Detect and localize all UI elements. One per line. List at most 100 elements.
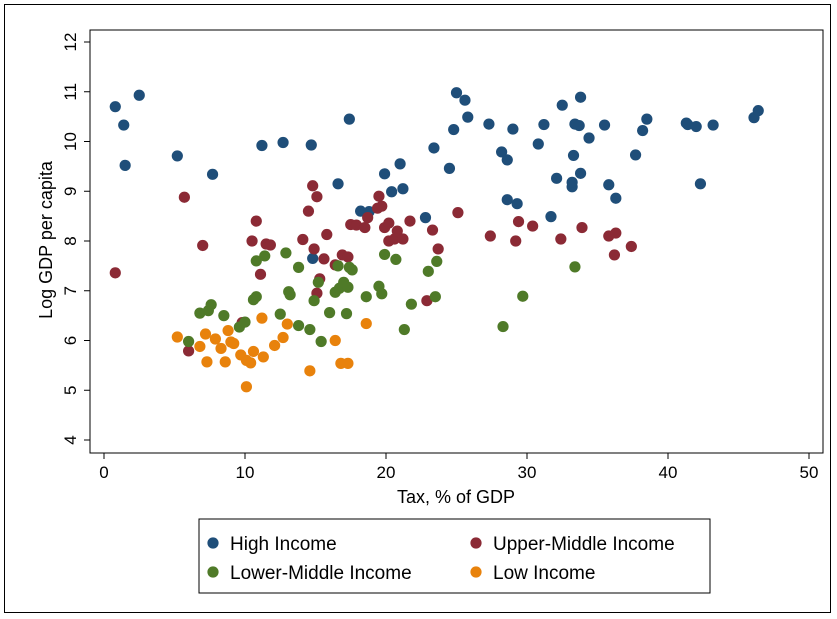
data-point	[274, 308, 286, 320]
data-point	[707, 119, 719, 131]
data-point	[496, 146, 508, 158]
data-point	[610, 192, 622, 204]
data-point	[452, 207, 464, 219]
data-point	[583, 132, 595, 144]
data-point	[462, 111, 474, 123]
data-point	[501, 154, 513, 166]
data-point	[302, 205, 315, 217]
data-point	[567, 149, 580, 162]
data-point	[629, 149, 642, 161]
data-point	[194, 307, 206, 319]
data-point	[332, 260, 344, 272]
data-point	[256, 139, 268, 152]
data-point	[501, 194, 513, 206]
data-point	[280, 247, 292, 259]
data-point	[527, 220, 539, 232]
data-point	[431, 255, 443, 267]
data-point	[574, 167, 587, 179]
data-point	[459, 94, 471, 106]
data-point	[569, 261, 581, 273]
data-point	[308, 295, 320, 307]
data-point	[690, 120, 702, 133]
data-point	[432, 243, 444, 255]
data-point	[397, 183, 409, 195]
data-point	[281, 318, 293, 330]
data-point	[359, 221, 371, 234]
data-point	[109, 267, 121, 279]
data-point	[194, 340, 206, 353]
data-point	[555, 233, 567, 245]
data-points	[109, 87, 764, 393]
data-point	[428, 142, 440, 154]
y-tick-label: 8	[61, 236, 80, 245]
data-point	[390, 253, 402, 266]
x-tick-label: 30	[518, 463, 537, 482]
data-point	[511, 198, 523, 210]
series-lower-middle-income	[183, 247, 581, 348]
data-point	[682, 118, 694, 131]
data-point	[109, 101, 121, 113]
series-high-income	[109, 87, 764, 265]
y-axis-title: Log GDP per capita	[36, 160, 56, 319]
data-point	[532, 138, 544, 150]
y-axis: 4 5 6 7 8 9 10 11 12	[61, 33, 90, 445]
data-point	[133, 89, 145, 101]
data-point	[362, 212, 374, 224]
data-point	[329, 334, 341, 347]
data-point	[307, 252, 319, 265]
data-point	[383, 217, 395, 229]
data-point	[551, 172, 563, 184]
data-point	[311, 191, 323, 203]
data-point	[355, 205, 367, 217]
data-point	[512, 215, 525, 228]
data-point	[360, 291, 372, 303]
data-point	[598, 119, 611, 131]
legend-label: Upper-Middle Income	[493, 534, 675, 555]
data-point	[443, 162, 456, 174]
data-point	[378, 168, 391, 180]
data-point	[350, 219, 362, 231]
data-point	[259, 250, 271, 262]
x-tick-label: 40	[659, 463, 678, 482]
data-point	[340, 308, 353, 320]
data-point	[305, 139, 317, 151]
data-point	[404, 215, 416, 227]
data-point	[545, 211, 557, 223]
y-tick-label: 4	[61, 435, 80, 444]
data-point	[269, 339, 281, 352]
data-point	[405, 298, 417, 310]
data-point	[297, 233, 309, 246]
data-point	[284, 289, 296, 301]
x-tick-label: 20	[377, 463, 396, 482]
data-point	[205, 299, 217, 311]
data-point	[183, 335, 195, 348]
data-point	[219, 356, 231, 368]
data-point	[637, 124, 649, 137]
legend-label: Low Income	[493, 563, 595, 584]
x-tick-label: 10	[236, 463, 255, 482]
data-point	[378, 248, 391, 261]
data-point	[376, 288, 388, 300]
data-point	[603, 179, 615, 191]
data-point	[610, 227, 622, 239]
chart-frame	[4, 4, 831, 613]
data-point	[332, 178, 344, 190]
x-axis-title: Tax, % of GDP	[397, 487, 515, 507]
data-point	[574, 91, 587, 103]
data-point	[386, 186, 398, 198]
y-tick-label: 7	[61, 286, 80, 295]
data-point	[566, 176, 578, 188]
data-point	[510, 235, 522, 247]
legend-marker	[207, 537, 219, 549]
legend-marker	[470, 566, 482, 578]
data-point	[277, 331, 289, 344]
data-point	[324, 307, 336, 319]
data-point	[360, 317, 372, 330]
data-point	[394, 158, 406, 170]
data-point	[376, 200, 388, 212]
legend-box	[198, 518, 711, 594]
data-point	[292, 319, 305, 332]
data-point	[422, 265, 434, 277]
data-point	[277, 136, 289, 149]
